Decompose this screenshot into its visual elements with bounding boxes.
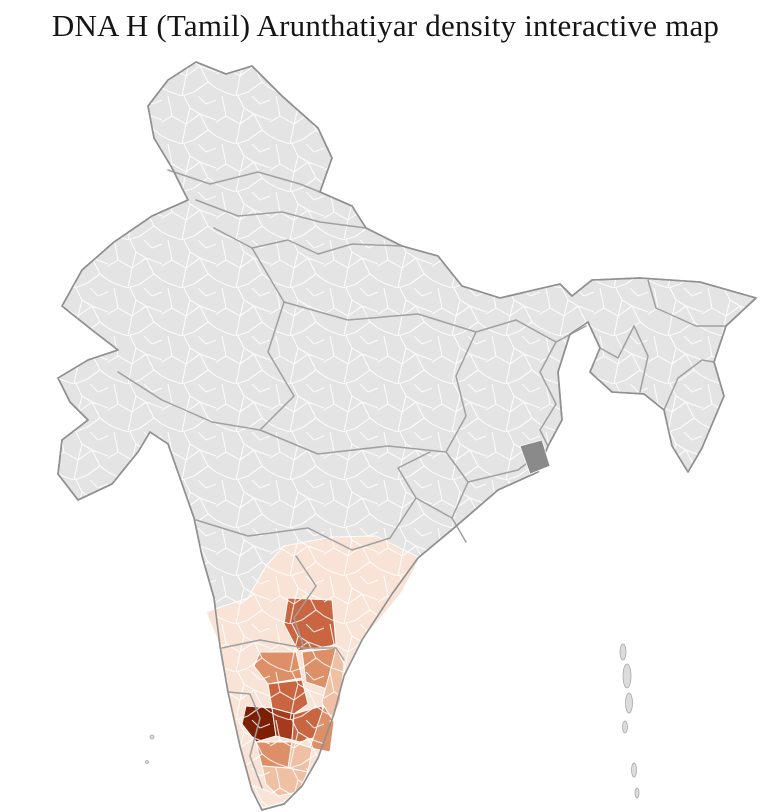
- state-border-line: [389, 451, 431, 539]
- state-borders: [117, 169, 727, 789]
- state-border-line: [293, 555, 317, 649]
- map-title: DNA H (Tamil) Arunthatiyar density inter…: [51, 8, 720, 43]
- state-border-line: [663, 359, 715, 411]
- island[interactable]: [145, 760, 149, 764]
- state-border-line: [167, 169, 321, 193]
- state-border-line: [221, 639, 345, 661]
- state-border-line: [633, 325, 649, 393]
- state-border-line: [647, 279, 727, 327]
- state-border-line: [195, 199, 367, 229]
- state-border-line: [539, 341, 557, 447]
- lakshadweep-islands[interactable]: [145, 734, 155, 764]
- island[interactable]: [149, 734, 155, 740]
- district-region-gray-highlight[interactable]: [519, 439, 551, 475]
- state-border-line: [445, 451, 469, 543]
- state-border-line: [415, 497, 453, 519]
- andaman-nicobar-islands[interactable]: [619, 643, 640, 799]
- state-border-line: [599, 325, 635, 359]
- island[interactable]: [622, 720, 628, 734]
- island[interactable]: [625, 692, 633, 714]
- state-border-line: [213, 227, 319, 255]
- state-border-line: [195, 519, 391, 551]
- state-border-line: [117, 371, 261, 431]
- island[interactable]: [631, 762, 637, 778]
- state-border-line: [445, 331, 477, 453]
- state-border-line: [283, 301, 517, 333]
- state-border-line: [317, 243, 403, 255]
- island[interactable]: [622, 663, 632, 689]
- state-border-line: [251, 247, 295, 431]
- india-outline: [57, 61, 757, 811]
- island[interactable]: [634, 787, 640, 799]
- state-border-line: [227, 691, 263, 789]
- state-border-line: [259, 429, 447, 455]
- island[interactable]: [619, 643, 627, 661]
